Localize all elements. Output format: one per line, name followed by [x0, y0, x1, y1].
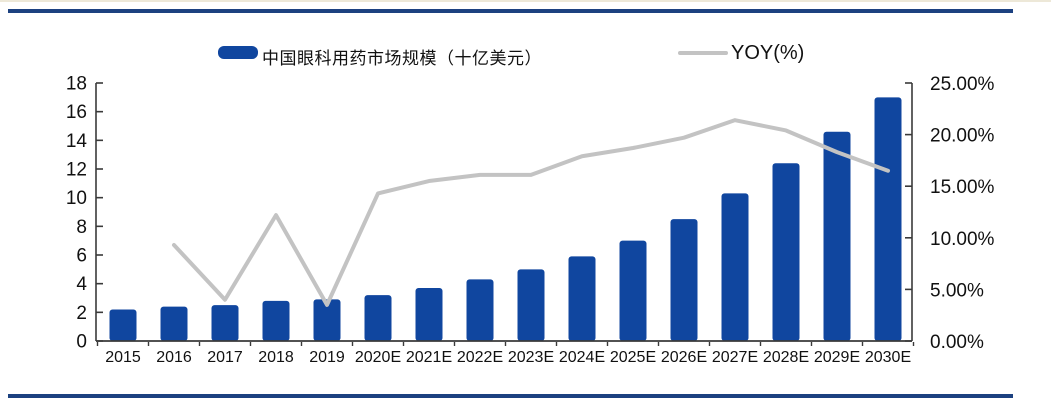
bar-2018: [262, 300, 290, 341]
left-axis-tick-label: 6: [76, 246, 87, 267]
x-axis-label: 2020E: [355, 349, 401, 366]
bar-2017: [211, 305, 239, 341]
market-series-label: 中国眼科用药市场规模（十亿美元）: [262, 49, 542, 68]
x-axis-label: 2019: [309, 349, 345, 366]
yoy-series-swatch: [678, 51, 728, 55]
bar-2022E: [466, 279, 494, 341]
bar-2028E: [772, 163, 800, 341]
left-axis-tick-label: 8: [76, 217, 87, 238]
bar-2021E: [415, 287, 443, 341]
bar-2026E: [670, 219, 698, 341]
bar-2024E: [568, 256, 596, 341]
left-axis-tick-label: 10: [66, 188, 87, 209]
chart-legend: 中国眼科用药市场规模（十亿美元） YOY(%): [0, 0, 1051, 70]
x-axis-label: 2028E: [763, 349, 809, 366]
yoy-series-label: YOY(%): [731, 42, 805, 64]
x-axis-label: 2029E: [814, 349, 860, 366]
bar-2023E: [517, 269, 545, 341]
left-axis-tick-label: 0: [76, 332, 87, 353]
x-axis-label: 2021E: [406, 349, 452, 366]
left-axis-tick-label: 18: [66, 74, 87, 95]
market-series-swatch: [218, 46, 258, 59]
right-axis-tick-label: 25.00%: [930, 74, 995, 95]
right-axis-tick-label: 0.00%: [930, 332, 984, 353]
bar-2025E: [619, 240, 647, 341]
right-axis-tick-label: 20.00%: [930, 126, 995, 147]
bar-2029E: [823, 131, 851, 341]
bar-2015: [109, 309, 137, 341]
bar-2019: [313, 299, 341, 341]
right-axis-tick-label: 15.00%: [930, 177, 995, 198]
x-axis-label: 2024E: [559, 349, 605, 366]
right-axis-tick-label: 10.00%: [930, 229, 995, 250]
left-axis-tick-label: 14: [66, 131, 88, 152]
bar-2027E: [721, 193, 749, 341]
x-axis-label: 2027E: [712, 349, 758, 366]
x-axis-label: 2023E: [508, 349, 554, 366]
left-axis-tick-label: 2: [76, 303, 87, 324]
bottom-rule: [8, 394, 1013, 398]
bar-2020E: [364, 295, 392, 341]
x-axis-label: 2016: [156, 349, 192, 366]
bar-2030E: [874, 97, 902, 341]
left-axis-tick-label: 4: [76, 274, 87, 295]
left-axis-tick-label: 16: [66, 102, 87, 123]
x-axis-label: 2026E: [661, 349, 707, 366]
left-axis-tick-label: 12: [66, 160, 87, 181]
x-axis-label: 2018: [258, 349, 294, 366]
x-axis-label: 2017: [207, 349, 243, 366]
x-axis-label: 2030E: [865, 349, 911, 366]
right-axis-tick-label: 5.00%: [930, 280, 984, 301]
x-axis-label: 2015: [105, 349, 141, 366]
x-axis-label: 2025E: [610, 349, 656, 366]
yoy-line: [172, 118, 890, 307]
x-axis-label: 2022E: [457, 349, 503, 366]
bar-2016: [160, 306, 188, 341]
page-edge-line: [0, 0, 1051, 2]
top-rule: [8, 9, 1013, 13]
